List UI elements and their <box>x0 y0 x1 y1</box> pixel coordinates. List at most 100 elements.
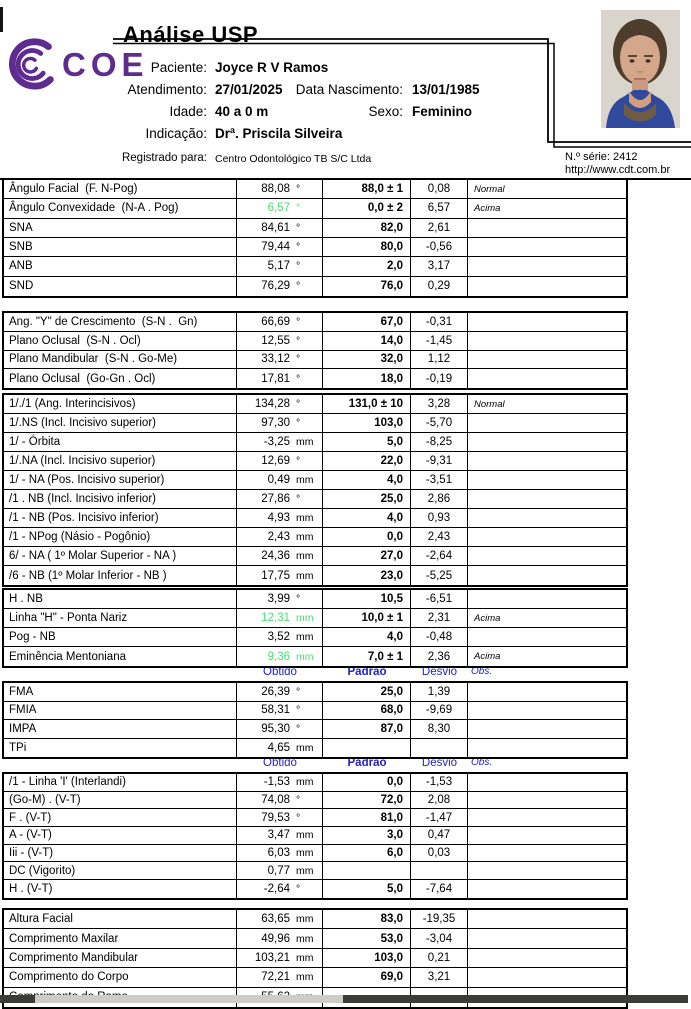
obtained-value-cell: 72,21 mm <box>237 968 323 987</box>
table-row: DC (Vigorito) 0,77 mm <box>4 862 626 881</box>
obtained-value: 2,43 <box>267 531 290 543</box>
obtained-value-cell: 0,49 mm <box>237 471 323 489</box>
paciente-value: Joyce R V Ramos <box>215 60 329 75</box>
measurement-label: TPi <box>4 738 237 757</box>
observation: Acima <box>474 612 501 624</box>
deviation-value: 0,47 <box>411 827 468 844</box>
obtained-value-cell: 6,57 ° <box>237 199 323 218</box>
unit: ° <box>296 398 301 410</box>
standard-value: 67,0 <box>323 313 411 331</box>
table-row: 6/ - NA ( 1º Molar Superior - NA ) 24,36 m… <box>4 547 626 566</box>
deviation-value: -8,25 <box>411 433 468 451</box>
column-header-obs: Obs. <box>471 666 493 677</box>
observation <box>468 845 626 862</box>
obtained-value-cell: 76,29 ° <box>237 276 323 296</box>
obtained-value-cell: 79,53 ° <box>237 809 323 827</box>
unit: mm <box>296 847 314 860</box>
coe-swirl-icon <box>8 38 54 90</box>
unit: mm <box>296 951 314 964</box>
standard-value: 72,0 <box>323 791 411 809</box>
measurement-label: Eminência Mentoniana <box>4 647 237 666</box>
standard-value: 27,0 <box>323 547 411 565</box>
table-row: FMA 26,39 ° 25,0 1,39 <box>4 683 626 702</box>
patient-photo <box>601 10 680 128</box>
unit: ° <box>296 260 301 273</box>
unit: mm <box>296 612 314 624</box>
obtained-value-cell: 0,77 mm <box>237 862 323 880</box>
obtained-value: 79,44 <box>261 241 290 254</box>
observation <box>468 827 626 844</box>
observation <box>468 351 626 369</box>
measurement-section-6: /1 - Linha 'I' (Interlandi) -1,53 mm 0,0 -1,… <box>2 772 628 900</box>
obtained-value-cell: 26,39 ° <box>237 683 323 701</box>
observation: Normal <box>474 183 505 195</box>
deviation-value: -5,25 <box>411 566 468 585</box>
standard-value: 22,0 <box>323 452 411 470</box>
unit: ° <box>296 493 301 505</box>
deviation-value: 6,57 <box>411 199 468 218</box>
measurement-label: /1 - Linha 'I' (Interlandi) <box>4 774 237 791</box>
horizontal-scrollbar-track[interactable] <box>0 995 688 1003</box>
standard-value: 25,0 <box>323 683 411 701</box>
unit: mm <box>296 971 314 984</box>
standard-value <box>323 862 411 880</box>
obtained-value-cell: 3,52 mm <box>237 628 323 646</box>
observation <box>468 566 626 585</box>
observation <box>468 277 626 296</box>
deviation-value: -5,70 <box>411 414 468 432</box>
standard-value: 0,0 <box>323 774 411 791</box>
observation <box>468 452 626 470</box>
window-edge-mark <box>0 7 3 32</box>
observation: Acima <box>474 202 501 214</box>
column-header-spacer <box>2 757 237 771</box>
obtained-value: 3,99 <box>267 593 290 605</box>
table-row: 1/./1 (Ang. Interincisivos) 134,28 ° 131,0 … <box>4 395 626 414</box>
measurement-label: ANB <box>4 257 237 276</box>
table-row: /1 - NB (Pos. Incisivo inferior) 4,93 mm 4,… <box>4 509 626 528</box>
deviation-value: 2,43 <box>411 528 468 546</box>
table-row: Ângulo Convexidade (N-A . Pog) 6,57 ° 0,0 ±… <box>4 199 626 219</box>
deviation-value: -1,47 <box>411 809 468 827</box>
table-row: 1/ - Órbita -3,25 mm 5,0 -8,25 <box>4 433 626 452</box>
unit: mm <box>296 631 314 643</box>
obtained-value-cell: 5,17 ° <box>237 257 323 276</box>
observation <box>468 968 626 986</box>
measurement-label: /1 - NB (Pos. Incisivo inferior) <box>4 509 237 527</box>
observation: Normal <box>474 398 505 410</box>
table-row: 1/ - NA (Pos. Incisivo superior) 0,49 mm 4,… <box>4 471 626 490</box>
obtained-value: 134,28 <box>254 398 290 410</box>
table-row: /6 - NB (1º Molar Inferior - NB ) 17,75 mm… <box>4 566 626 585</box>
deviation-value: 0,21 <box>411 948 468 968</box>
obtained-value: 27,86 <box>261 493 290 505</box>
unit: ° <box>296 183 301 196</box>
measurement-section-7: Altura Facial 63,65 mm 83,0 -19,35 Compriment… <box>2 908 628 1009</box>
measurement-label: Comprimento Mandibular <box>4 948 237 968</box>
deviation-value: 3,28 <box>411 395 468 413</box>
deviation-value: -1,45 <box>411 331 468 350</box>
unit: mm <box>296 531 314 543</box>
table-row: TPi 4,65 mm <box>4 738 626 758</box>
standard-value: 5,0 <box>323 433 411 451</box>
sexo-value: Feminino <box>412 104 472 119</box>
deviation-value: 2,08 <box>411 791 468 809</box>
serial-number: N.º série: 2412 <box>565 151 638 163</box>
observation <box>468 739 626 758</box>
table-row: 1/.NS (Incl. Incisivo superior) 97,30 ° 103… <box>4 414 626 433</box>
standard-value: 69,0 <box>323 968 411 987</box>
standard-value: 7,0 ± 1 <box>323 647 411 666</box>
paciente-label: Paciente: <box>150 60 207 75</box>
obtained-value-cell: 12,69 ° <box>237 452 323 470</box>
deviation-value: -3,51 <box>411 471 468 489</box>
measurement-label: Iii - (V-T) <box>4 844 237 862</box>
standard-value: 131,0 ± 10 <box>323 395 411 413</box>
registrado-label: Registrado para: <box>121 152 207 164</box>
obtained-value-cell: 134,28 ° <box>237 395 323 413</box>
obtained-value-cell: -2,64 ° <box>237 880 323 898</box>
measurement-section-2: Ang. "Y" de Crescimento (S-N . Gn) 66,69 °… <box>2 311 628 390</box>
deviation-value: -0,48 <box>411 628 468 646</box>
obtained-value-cell: 33,12 ° <box>237 350 323 369</box>
unit: mm <box>296 474 314 486</box>
obtained-value-cell: 4,65 mm <box>237 738 323 757</box>
observation <box>468 509 626 527</box>
horizontal-scrollbar-thumb[interactable] <box>35 995 343 1003</box>
